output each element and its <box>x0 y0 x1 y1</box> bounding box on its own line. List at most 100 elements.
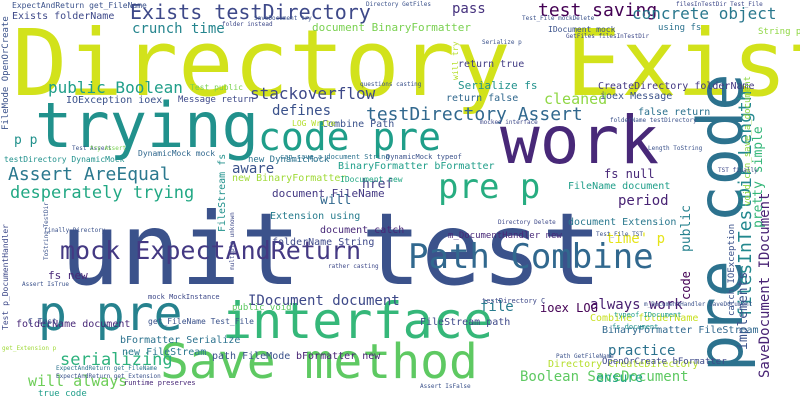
word: pre p <box>438 167 541 207</box>
word: public <box>679 205 694 252</box>
word: stackoverflow <box>250 84 376 103</box>
word: IOException ioex <box>66 95 163 106</box>
word: runtime preserves <box>124 379 196 387</box>
word: get_Extension p <box>2 345 57 352</box>
word: m_DocumentHandler new <box>448 231 562 241</box>
word: Directory Exists <box>12 10 800 117</box>
word: using fs <box>658 23 702 33</box>
word: bFormatter Serialize <box>120 335 241 346</box>
word: IDocument mock <box>548 25 616 34</box>
word: time' p <box>606 231 666 247</box>
word: Directory GetFiles <box>366 1 432 8</box>
word: multiple unknown <box>229 212 236 270</box>
word: TST finally <box>718 167 758 174</box>
word: rather casting <box>328 263 379 270</box>
word: fs null <box>604 167 655 181</box>
word: ExpectAndReturn get_FileName <box>56 365 158 372</box>
word: document catch <box>320 225 405 236</box>
word: concrete object <box>632 4 777 23</box>
word: crunch time <box>132 21 225 37</box>
word: ToString TestDir <box>43 202 50 260</box>
word: Save method <box>160 334 478 390</box>
word: mock ExpectAndReturn <box>60 236 362 265</box>
word: return false <box>446 93 519 104</box>
word: fs document <box>612 323 659 331</box>
word: Test Assert <box>72 145 112 152</box>
word: filesInTestDir Test_File <box>676 1 763 8</box>
word: C Test <box>28 317 57 326</box>
word: false return <box>638 107 711 118</box>
word: void can_save_a_document <box>743 75 753 206</box>
word: BinaryFormatter bFormatter <box>338 161 495 172</box>
word: DynamicMock typeof <box>386 153 462 161</box>
word: unit test <box>60 191 602 308</box>
word: new FileStream <box>122 347 207 358</box>
word: Extension using <box>270 211 361 222</box>
word: testDirectory C <box>482 297 546 305</box>
word: new DynamicMock <box>248 155 330 165</box>
word: desperately trying <box>10 183 195 203</box>
word: FileStream fs <box>217 153 228 232</box>
word: will <box>320 193 352 208</box>
word: ioex Message <box>600 91 673 102</box>
word: IDocument document <box>248 293 400 309</box>
word: file <box>480 299 514 315</box>
word: typeof IDocument <box>614 311 682 319</box>
word: public void <box>232 303 292 313</box>
word: folderName testDirectory <box>610 117 697 124</box>
word: work <box>500 102 659 179</box>
word: cleaned <box>544 90 608 108</box>
word: public Boolean <box>48 78 183 97</box>
word: DynamicMock mock <box>138 149 216 158</box>
word: Test_File mockDelete <box>522 15 595 22</box>
word: interface <box>222 292 493 350</box>
word: SaveDocument try <box>254 15 312 22</box>
word: pretty simple <box>751 126 766 228</box>
word: m_DocumentHandler SaveDocument <box>644 301 753 308</box>
word: period <box>618 193 669 209</box>
word: document Extension <box>568 217 677 228</box>
word: Path Combine <box>408 237 654 277</box>
word: try Assert <box>90 145 127 152</box>
word: BinaryFormatter FileStream <box>602 325 759 336</box>
word: new BinaryFormatter <box>232 173 347 184</box>
word: ExpectAndReturn get_FileName <box>12 1 147 10</box>
word: Test public <box>190 83 243 92</box>
word: return true <box>458 59 525 70</box>
word: code pre <box>258 115 442 159</box>
word: aware <box>232 161 275 177</box>
word: code <box>679 271 693 300</box>
word: finally Directory <box>44 227 106 234</box>
word: serializing <box>60 350 173 370</box>
word: CreateDirectory folderName <box>598 81 755 92</box>
word: Message return <box>178 95 254 105</box>
word: will try <box>451 41 460 80</box>
word: Exists testDirectory <box>130 0 371 24</box>
word: Assert IsFalse <box>420 383 471 390</box>
word: true code <box>38 389 87 399</box>
word: ensure <box>596 371 643 386</box>
word: mock MockInstance <box>148 293 220 301</box>
word: GetFiles filesInTestDir <box>566 33 650 40</box>
word: will always <box>28 372 128 390</box>
word: can_save_a_document String <box>280 153 390 161</box>
word: OpenOrCreate bFormatter <box>602 357 727 367</box>
word: document BinaryFormatter <box>312 21 471 34</box>
word: FileName document <box>568 181 671 192</box>
word: Test_File TST <box>596 231 643 238</box>
word: questions casting <box>360 81 422 88</box>
word: Length ToString <box>648 145 703 152</box>
word: Combine Path <box>322 119 395 130</box>
word: ExpectAndReturn get_Extension <box>56 373 161 380</box>
word: always work <box>590 297 683 313</box>
word: Serialize fs <box>458 79 538 92</box>
word: Assert AreEqual <box>8 164 171 185</box>
word: testDirectory Assert <box>366 104 583 125</box>
word: Serialize p <box>482 39 522 46</box>
word: Combine folderName <box>590 313 699 324</box>
word: folderName document <box>16 319 131 330</box>
word: Assert IsTrue <box>22 281 69 288</box>
word: p pre <box>38 286 183 342</box>
word: folder instead <box>222 21 273 28</box>
